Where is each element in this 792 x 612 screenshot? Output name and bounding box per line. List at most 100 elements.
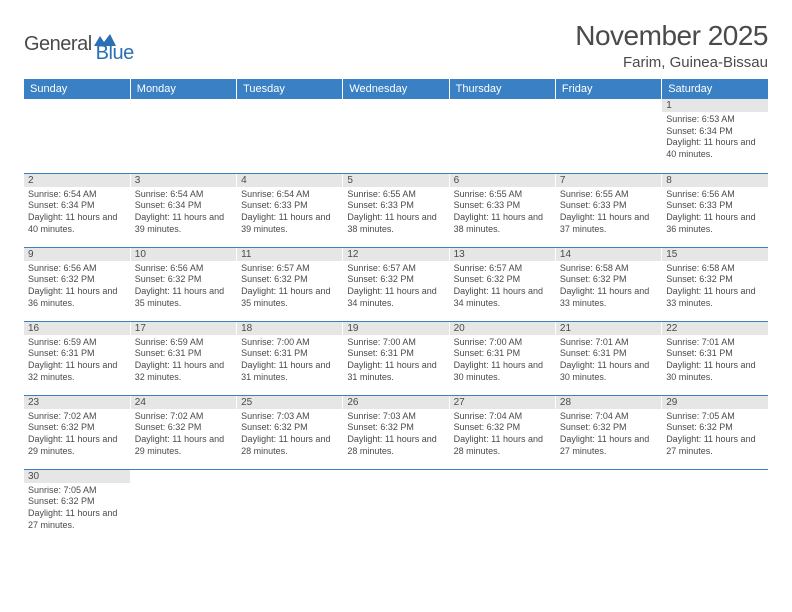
calendar-cell: 2Sunrise: 6:54 AMSunset: 6:34 PMDaylight… [24,173,130,247]
day-number: 10 [131,248,236,261]
daylight-text: Daylight: 11 hours and 32 minutes. [28,360,126,383]
calendar-row: 16Sunrise: 6:59 AMSunset: 6:31 PMDayligh… [24,321,768,395]
day-number: 2 [24,174,130,187]
day-body: Sunrise: 7:02 AMSunset: 6:32 PMDaylight:… [24,409,130,460]
weekday-header: Thursday [449,79,555,99]
daylight-text: Daylight: 11 hours and 27 minutes. [666,434,764,457]
day-body: Sunrise: 6:59 AMSunset: 6:31 PMDaylight:… [131,335,236,386]
sunset-text: Sunset: 6:31 PM [454,348,551,360]
day-number: 7 [556,174,661,187]
sunset-text: Sunset: 6:32 PM [454,422,551,434]
sunrise-text: Sunrise: 6:56 AM [28,263,126,275]
daylight-text: Daylight: 11 hours and 36 minutes. [666,212,764,235]
calendar-cell: 26Sunrise: 7:03 AMSunset: 6:32 PMDayligh… [343,395,449,469]
day-number: 18 [237,322,342,335]
sunrise-text: Sunrise: 6:54 AM [28,189,126,201]
sunset-text: Sunset: 6:33 PM [560,200,657,212]
calendar-cell: 7Sunrise: 6:55 AMSunset: 6:33 PMDaylight… [555,173,661,247]
sunset-text: Sunset: 6:31 PM [241,348,338,360]
daylight-text: Daylight: 11 hours and 38 minutes. [347,212,444,235]
sunrise-text: Sunrise: 6:57 AM [347,263,444,275]
day-body: Sunrise: 7:04 AMSunset: 6:32 PMDaylight:… [450,409,555,460]
day-number: 22 [662,322,768,335]
daylight-text: Daylight: 11 hours and 40 minutes. [28,212,126,235]
daylight-text: Daylight: 11 hours and 29 minutes. [28,434,126,457]
weekday-header: Saturday [662,79,768,99]
day-number: 6 [450,174,555,187]
day-number: 1 [662,99,768,112]
calendar-cell [343,469,449,543]
calendar-cell: 18Sunrise: 7:00 AMSunset: 6:31 PMDayligh… [237,321,343,395]
calendar-row: 9Sunrise: 6:56 AMSunset: 6:32 PMDaylight… [24,247,768,321]
calendar-cell: 24Sunrise: 7:02 AMSunset: 6:32 PMDayligh… [130,395,236,469]
calendar-cell: 17Sunrise: 6:59 AMSunset: 6:31 PMDayligh… [130,321,236,395]
weekday-header: Friday [555,79,661,99]
calendar-cell: 11Sunrise: 6:57 AMSunset: 6:32 PMDayligh… [237,247,343,321]
daylight-text: Daylight: 11 hours and 28 minutes. [241,434,338,457]
sunset-text: Sunset: 6:32 PM [28,274,126,286]
daylight-text: Daylight: 11 hours and 40 minutes. [666,137,764,160]
day-body: Sunrise: 6:58 AMSunset: 6:32 PMDaylight:… [556,261,661,312]
sunrise-text: Sunrise: 6:55 AM [560,189,657,201]
day-number: 13 [450,248,555,261]
daylight-text: Daylight: 11 hours and 30 minutes. [560,360,657,383]
calendar-cell: 6Sunrise: 6:55 AMSunset: 6:33 PMDaylight… [449,173,555,247]
calendar-cell: 3Sunrise: 6:54 AMSunset: 6:34 PMDaylight… [130,173,236,247]
sunset-text: Sunset: 6:32 PM [454,274,551,286]
weekday-header: Wednesday [343,79,449,99]
calendar-row: 1Sunrise: 6:53 AMSunset: 6:34 PMDaylight… [24,99,768,173]
daylight-text: Daylight: 11 hours and 30 minutes. [454,360,551,383]
sunrise-text: Sunrise: 7:02 AM [28,411,126,423]
location: Farim, Guinea-Bissau [575,54,768,71]
day-body: Sunrise: 7:05 AMSunset: 6:32 PMDaylight:… [24,483,130,534]
sunrise-text: Sunrise: 7:01 AM [560,337,657,349]
sunset-text: Sunset: 6:31 PM [28,348,126,360]
day-number: 20 [450,322,555,335]
calendar-body: 1Sunrise: 6:53 AMSunset: 6:34 PMDaylight… [24,99,768,543]
calendar-cell: 4Sunrise: 6:54 AMSunset: 6:33 PMDaylight… [237,173,343,247]
day-body: Sunrise: 7:01 AMSunset: 6:31 PMDaylight:… [556,335,661,386]
sunrise-text: Sunrise: 7:00 AM [454,337,551,349]
sunset-text: Sunset: 6:33 PM [454,200,551,212]
calendar-cell [555,469,661,543]
day-body: Sunrise: 6:54 AMSunset: 6:34 PMDaylight:… [24,187,130,238]
calendar-cell: 5Sunrise: 6:55 AMSunset: 6:33 PMDaylight… [343,173,449,247]
day-number: 21 [556,322,661,335]
logo: General Blue [24,24,134,65]
day-body: Sunrise: 7:00 AMSunset: 6:31 PMDaylight:… [343,335,448,386]
day-body: Sunrise: 6:55 AMSunset: 6:33 PMDaylight:… [343,187,448,238]
sunrise-text: Sunrise: 7:00 AM [347,337,444,349]
day-body: Sunrise: 7:02 AMSunset: 6:32 PMDaylight:… [131,409,236,460]
day-body: Sunrise: 6:57 AMSunset: 6:32 PMDaylight:… [237,261,342,312]
calendar-cell [449,99,555,173]
sunrise-text: Sunrise: 6:55 AM [347,189,444,201]
calendar-head: Sunday Monday Tuesday Wednesday Thursday… [24,79,768,99]
sunrise-text: Sunrise: 6:57 AM [454,263,551,275]
day-body: Sunrise: 7:00 AMSunset: 6:31 PMDaylight:… [450,335,555,386]
day-body: Sunrise: 6:57 AMSunset: 6:32 PMDaylight:… [450,261,555,312]
day-number: 14 [556,248,661,261]
calendar-cell [555,99,661,173]
calendar-cell: 30Sunrise: 7:05 AMSunset: 6:32 PMDayligh… [24,469,130,543]
daylight-text: Daylight: 11 hours and 34 minutes. [454,286,551,309]
calendar-cell: 1Sunrise: 6:53 AMSunset: 6:34 PMDaylight… [662,99,768,173]
day-number: 15 [662,248,768,261]
sunset-text: Sunset: 6:32 PM [347,422,444,434]
sunrise-text: Sunrise: 7:01 AM [666,337,764,349]
day-body: Sunrise: 6:54 AMSunset: 6:34 PMDaylight:… [131,187,236,238]
calendar-cell: 9Sunrise: 6:56 AMSunset: 6:32 PMDaylight… [24,247,130,321]
sunset-text: Sunset: 6:32 PM [28,422,126,434]
calendar-cell [130,469,236,543]
sunset-text: Sunset: 6:32 PM [28,496,126,508]
sunrise-text: Sunrise: 6:54 AM [135,189,232,201]
calendar-cell: 8Sunrise: 6:56 AMSunset: 6:33 PMDaylight… [662,173,768,247]
sunset-text: Sunset: 6:32 PM [241,422,338,434]
daylight-text: Daylight: 11 hours and 31 minutes. [241,360,338,383]
sunrise-text: Sunrise: 7:03 AM [347,411,444,423]
calendar-cell [343,99,449,173]
calendar-cell: 29Sunrise: 7:05 AMSunset: 6:32 PMDayligh… [662,395,768,469]
sunrise-text: Sunrise: 6:56 AM [135,263,232,275]
sunrise-text: Sunrise: 6:58 AM [560,263,657,275]
daylight-text: Daylight: 11 hours and 35 minutes. [241,286,338,309]
calendar-cell: 15Sunrise: 6:58 AMSunset: 6:32 PMDayligh… [662,247,768,321]
